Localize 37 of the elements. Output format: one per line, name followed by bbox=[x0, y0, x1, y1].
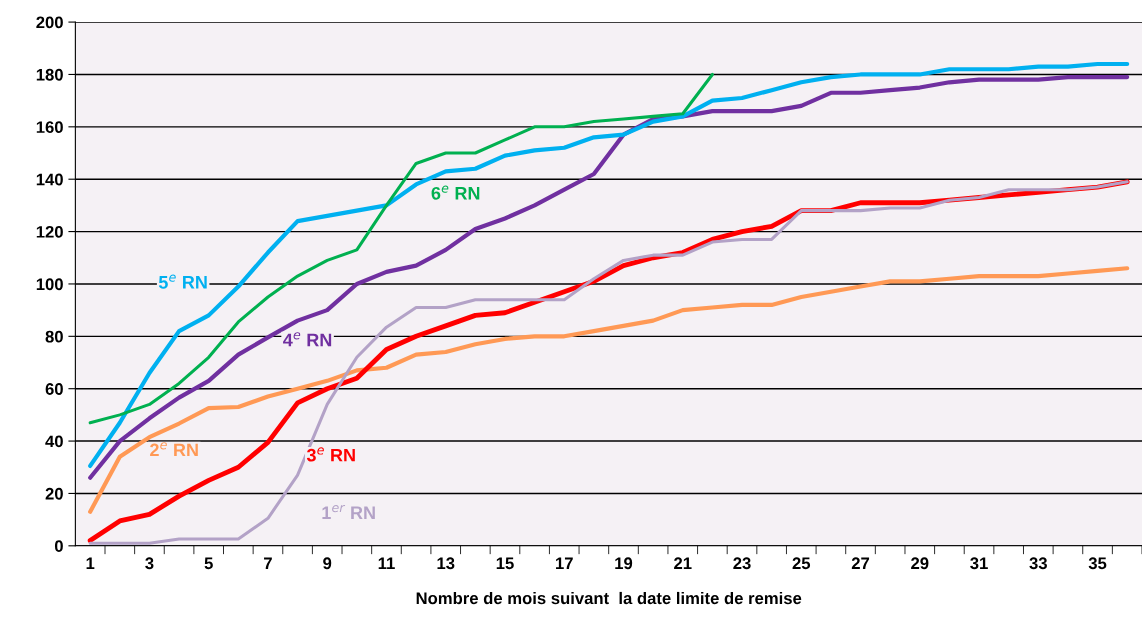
x-tick-label: 1 bbox=[86, 557, 95, 569]
y-tick-label: 200 bbox=[36, 16, 63, 29]
x-tick-label: 19 bbox=[615, 557, 633, 570]
x-tick-label: 9 bbox=[323, 557, 332, 570]
series-label: 3$^{e}$ RN bbox=[306, 447, 355, 462]
series-label: 4$^{e}$ RN bbox=[283, 332, 332, 347]
x-tick-label: 23 bbox=[733, 557, 751, 570]
x-tick-label: 5 bbox=[204, 557, 213, 570]
y-tick-label: 100 bbox=[36, 278, 63, 291]
series-label: 5$^{e}$ RN bbox=[158, 274, 207, 289]
x-tick-label: 27 bbox=[851, 557, 870, 569]
x-tick-label: 21 bbox=[674, 557, 692, 569]
x-tick-label: 29 bbox=[911, 557, 929, 570]
y-tick-label: 120 bbox=[36, 225, 63, 238]
y-tick-label: 40 bbox=[45, 435, 63, 448]
x-tick-label: 25 bbox=[792, 557, 811, 570]
x-tick-label: 11 bbox=[378, 557, 395, 569]
series-label: 6$^{e}$ RN bbox=[431, 185, 480, 200]
x-tick-label: 17 bbox=[556, 557, 573, 569]
x-tick-label: 35 bbox=[1088, 557, 1107, 570]
line-series bbox=[88, 72, 714, 425]
x-tick-label: 15 bbox=[496, 557, 514, 570]
y-tick-label: 60 bbox=[45, 383, 63, 395]
text: 1$^{er}$ RN bbox=[322, 504, 375, 519]
y-tick-label: 0 bbox=[54, 540, 63, 553]
x-tick-label: 13 bbox=[437, 557, 455, 570]
y-tick-label: 20 bbox=[45, 487, 63, 500]
y-tick-label: 80 bbox=[45, 330, 63, 343]
y-tick-label: 180 bbox=[36, 68, 63, 81]
x-tick-label: 7 bbox=[264, 557, 272, 569]
x-tick-label: 31 bbox=[970, 557, 988, 570]
y-tick-label: 160 bbox=[36, 121, 63, 134]
x-axis-title: Nombre de mois suivant la date limite de remise bbox=[416, 591, 802, 605]
y-tick-label: 140 bbox=[36, 173, 63, 186]
x-tick-label: 3 bbox=[145, 557, 154, 570]
series-label: 2$^{e}$ RN bbox=[150, 442, 198, 457]
x-tick-label: 33 bbox=[1029, 557, 1047, 570]
